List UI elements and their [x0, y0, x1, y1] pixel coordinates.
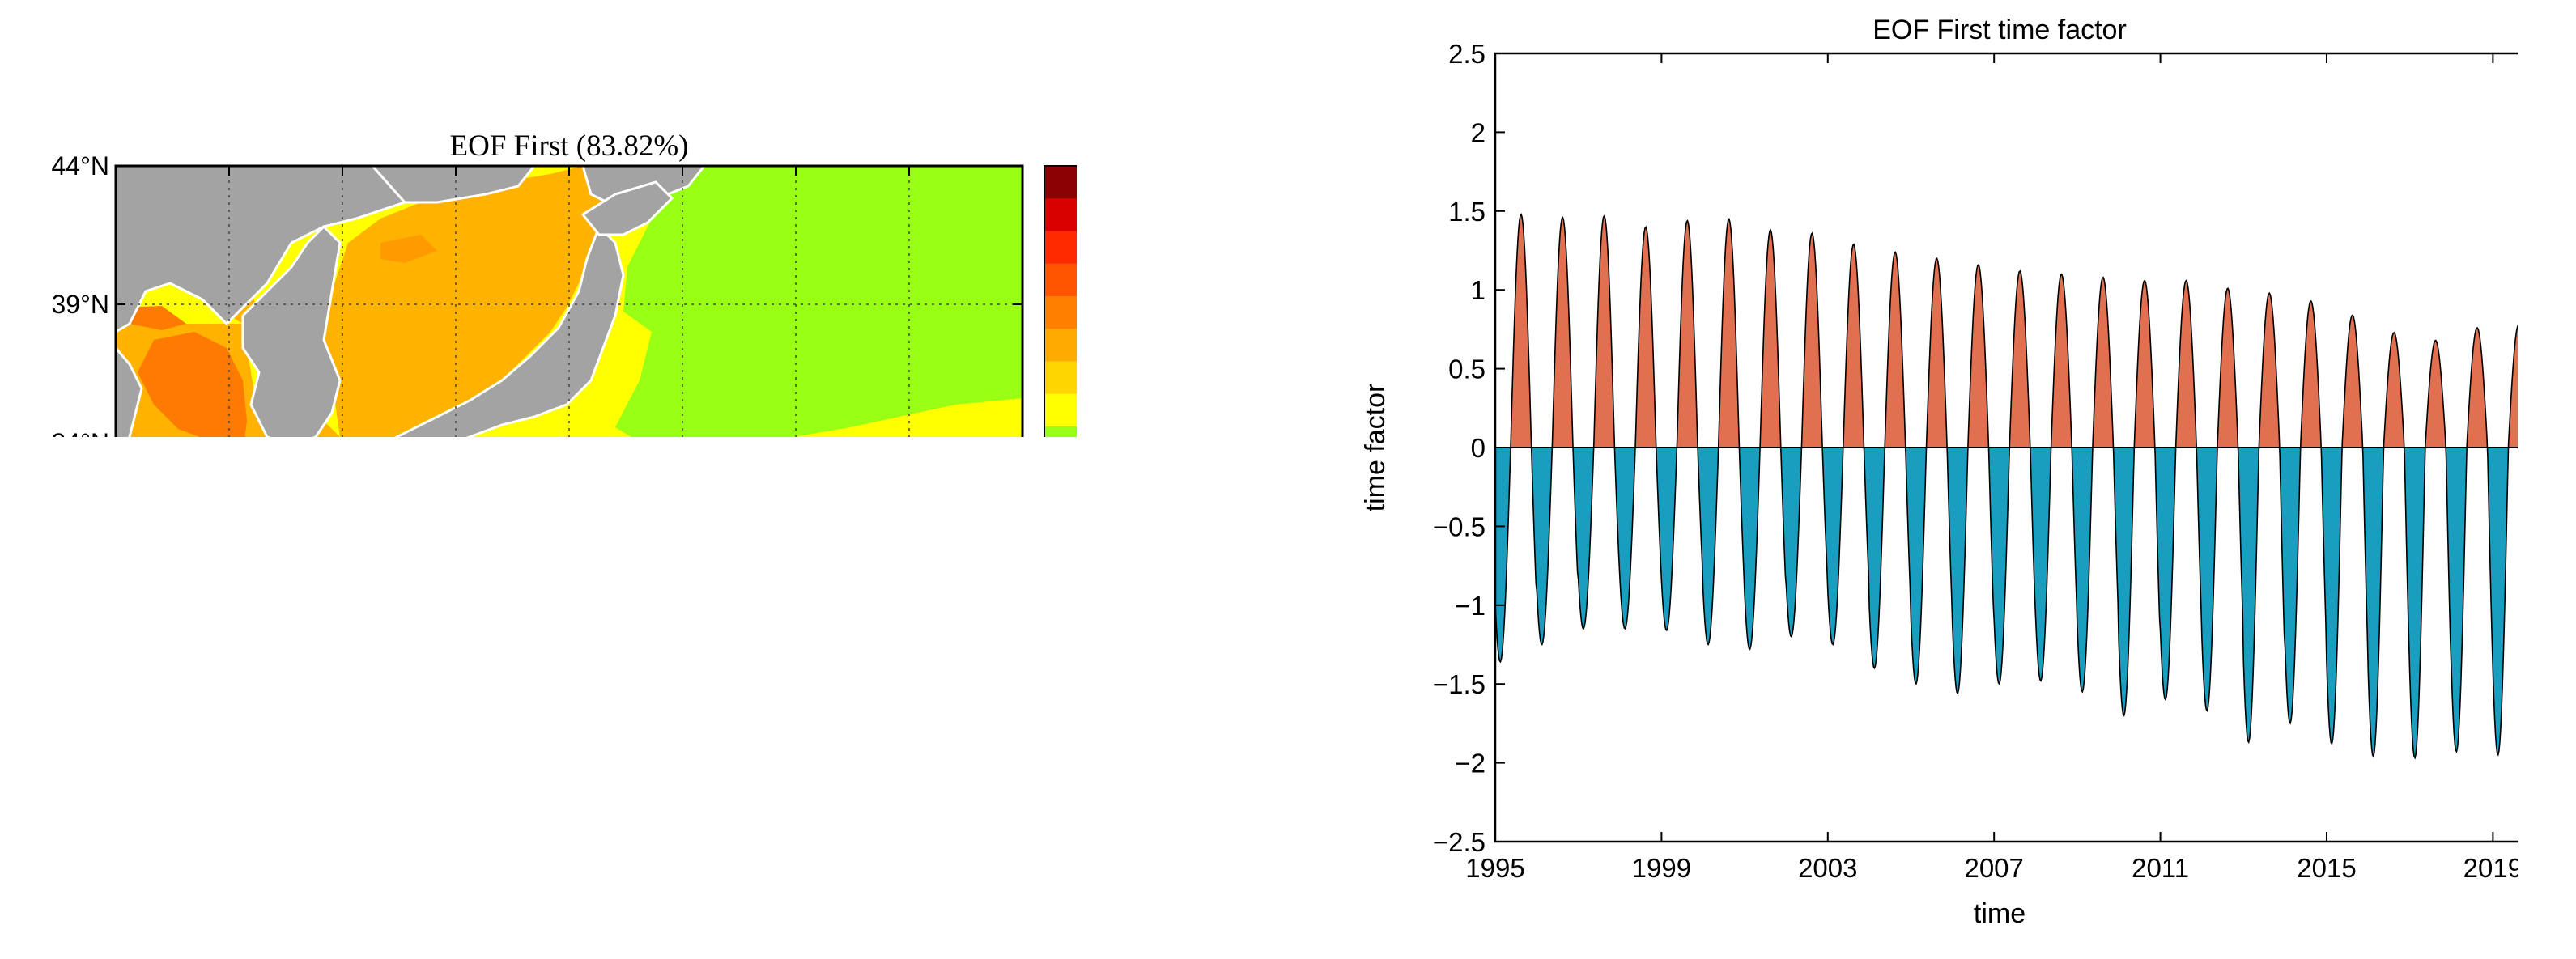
time-y-tick-label: −1 — [1455, 591, 1486, 621]
map-y-tick-label: 44°N — [52, 151, 110, 180]
colorbar-segment — [1044, 361, 1077, 395]
time-y-tick-label: −1.5 — [1433, 669, 1486, 699]
map-region-sea-of-japan-patch — [380, 235, 437, 263]
time-y-tick-label: 0.5 — [1448, 354, 1486, 384]
colorbar-segment — [1044, 295, 1077, 329]
time-y-tick-label: 2.5 — [1448, 39, 1486, 69]
map-land-honshu — [393, 224, 625, 437]
map-region-inner-yellow-sea — [138, 332, 247, 437]
time-x-tick-label: 2019 — [2463, 853, 2518, 883]
eof-map-chart: EOF First (83.82%) — [52, 129, 1077, 437]
map-colorbar — [1044, 165, 1077, 437]
time-x-tick-label: 2011 — [2132, 853, 2189, 883]
time-x-tick-label: 1995 — [1465, 853, 1524, 883]
map-y-tick-label: 39°N — [52, 290, 110, 319]
map-land — [116, 166, 706, 437]
time-x-tick-label: 1999 — [1632, 853, 1691, 883]
time-chart-ticks — [1494, 53, 2494, 842]
colorbar-segment — [1044, 198, 1077, 231]
map-region-pacific-north — [615, 166, 1022, 437]
time-y-tick-label: 1 — [1471, 275, 1486, 305]
time-x-tick-label: 2015 — [2297, 853, 2356, 883]
colorbar-segment — [1044, 329, 1077, 362]
time-y-tick-label: 0 — [1471, 433, 1486, 463]
map-land-hokkaido — [580, 180, 674, 236]
time-chart-x-tick-labels: 1995 1999 2003 2007 2011 2015 2019 — [1465, 853, 2518, 883]
time-y-tick-label: −0.5 — [1433, 511, 1486, 541]
time-y-tick-label: 1.5 — [1448, 197, 1486, 227]
colorbar-frame — [1044, 165, 1077, 437]
time-y-tick-label: 2 — [1471, 117, 1486, 147]
time-factor-chart: EOF First time factor −2.5 −2 −1.5 −1 −0.5 0 0… — [1360, 15, 2518, 929]
map-land-korea — [241, 224, 342, 437]
time-x-tick-label: 2007 — [1964, 853, 2023, 883]
map-grid — [116, 166, 1022, 437]
negative-area — [1495, 448, 2518, 758]
map-y-tick-label: 34°N — [52, 428, 110, 437]
time-chart-ylabel: time factor — [1360, 384, 1391, 512]
map-land-ne-asia — [370, 166, 536, 204]
time-y-tick-label: −2 — [1455, 749, 1486, 779]
map-y-tick-labels: 24°N29°N34°N39°N44°N — [52, 151, 110, 437]
map-region-bohai — [121, 306, 186, 330]
colorbar-segment — [1044, 426, 1077, 437]
time-series-area — [1494, 213, 2518, 760]
map-region-sea-of-japan — [324, 166, 631, 437]
time-chart-xlabel: time — [1974, 898, 2026, 929]
time-y-tick-label: −2.5 — [1433, 827, 1486, 857]
colorbar-segment — [1044, 166, 1077, 199]
colorbar-segment — [1044, 263, 1077, 297]
time-x-tick-label: 2003 — [1798, 853, 1857, 883]
map-ticks — [115, 165, 1023, 305]
map-title: EOF First (83.82%) — [450, 129, 689, 163]
time-chart-title: EOF First time factor — [1872, 15, 2127, 45]
map-land-asia — [116, 166, 407, 437]
colorbar-segment — [1044, 393, 1077, 427]
map-field — [116, 166, 1022, 437]
time-chart-y-tick-labels: −2.5 −2 −1.5 −1 −0.5 0 0.5 1 1.5 2 2.5 — [1433, 39, 1486, 857]
time-factor-line — [1494, 213, 2518, 760]
colorbar-segment — [1044, 231, 1077, 265]
